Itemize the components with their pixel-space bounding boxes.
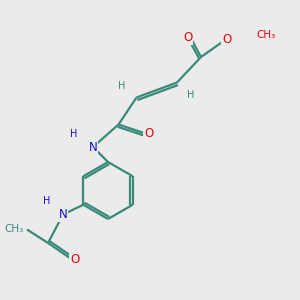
Text: O: O — [70, 253, 80, 266]
Text: N: N — [58, 208, 68, 221]
Text: H: H — [118, 80, 125, 91]
Text: O: O — [222, 32, 231, 46]
Text: CH₃: CH₃ — [256, 29, 276, 40]
Text: CH₃: CH₃ — [5, 224, 24, 235]
Text: O: O — [183, 31, 192, 44]
Text: H: H — [187, 89, 194, 100]
Text: H: H — [43, 196, 50, 206]
Text: H: H — [70, 128, 77, 139]
Text: N: N — [88, 140, 98, 154]
Text: O: O — [144, 127, 153, 140]
